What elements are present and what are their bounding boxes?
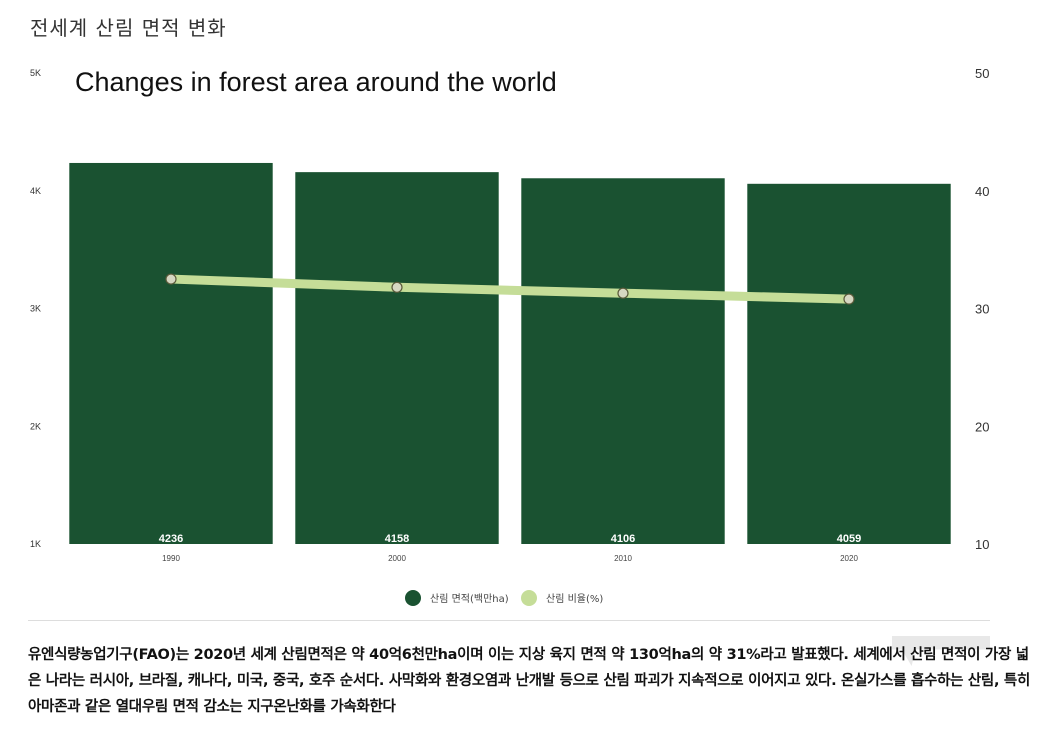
bar-data-label: 4059	[837, 533, 861, 545]
y-left-tick-label: 2K	[30, 421, 41, 431]
bar	[69, 162, 273, 544]
forest-area-chart: Changes in forest area around the world …	[30, 66, 989, 606]
x-tick-label: 1990	[162, 554, 180, 563]
y-left-tick-label: 5K	[30, 68, 41, 78]
bar-data-label: 4106	[611, 533, 635, 545]
legend[interactable]: 산림 면적(백만ha) 산림 비율(%)	[405, 590, 603, 606]
y-axis-right: 10 20 30 40 50	[975, 66, 989, 552]
y-left-tick-label: 4K	[30, 186, 41, 196]
x-axis: 1990 2000 2010 2020	[162, 554, 858, 563]
y-left-tick-label: 1K	[30, 539, 41, 549]
y-left-tick-label: 3K	[30, 304, 41, 314]
bar	[521, 178, 725, 544]
chart-title: Changes in forest area around the world	[75, 67, 557, 97]
line-path	[166, 274, 854, 304]
legend-swatch	[521, 590, 537, 606]
bar-data-label: 4236	[159, 533, 183, 545]
bar-data-label: 4158	[385, 533, 409, 545]
line-point	[617, 287, 629, 299]
y-right-tick-label: 50	[975, 66, 989, 81]
x-tick-label: 2010	[614, 554, 632, 563]
line-point	[391, 281, 403, 293]
y-axis-left: 1K 2K 3K 4K 5K	[30, 68, 41, 549]
line-point	[165, 273, 177, 285]
y-right-tick-label: 10	[975, 537, 989, 552]
description-text: 유엔식량농업기구(FAO)는 2020년 세계 산림면적은 약 40억6천만ha…	[28, 647, 1031, 715]
legend-label: 산림 비율(%)	[546, 593, 603, 605]
line-point	[843, 293, 855, 305]
section-divider	[28, 620, 990, 621]
legend-swatch	[405, 590, 421, 606]
y-right-tick-label: 40	[975, 184, 989, 199]
bar	[295, 172, 499, 544]
legend-label: 산림 면적(백만ha)	[430, 593, 509, 605]
page-heading: 전세계 산림 면적 변화	[30, 16, 227, 40]
y-right-tick-label: 20	[975, 419, 989, 434]
x-tick-label: 2000	[388, 554, 406, 563]
line-series	[165, 273, 855, 305]
y-right-tick-label: 30	[975, 302, 989, 317]
bar	[747, 183, 951, 545]
bar-series: 4236 4158 4106 4059	[69, 162, 951, 545]
x-tick-label: 2020	[840, 554, 858, 563]
